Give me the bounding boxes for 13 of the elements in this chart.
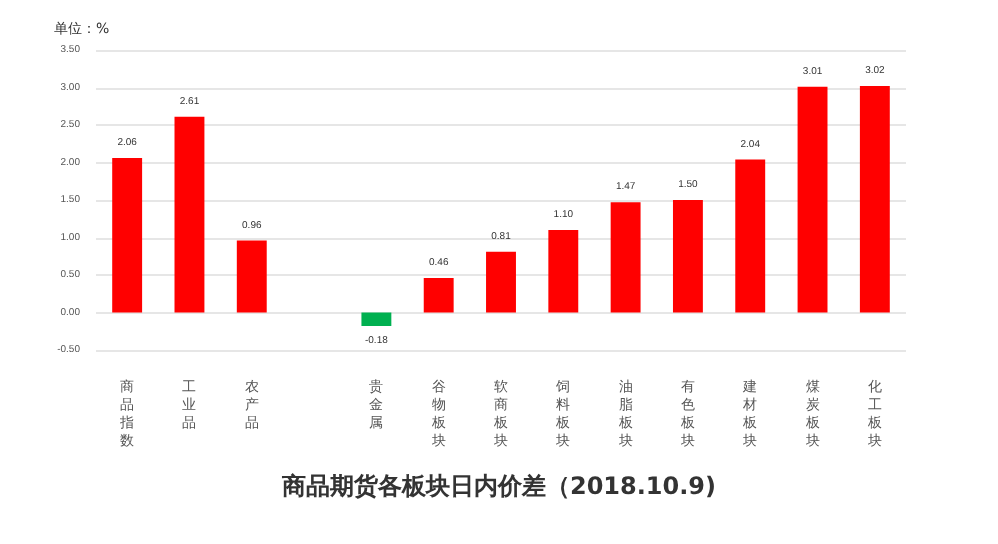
bar	[859, 86, 890, 313]
bar	[486, 251, 516, 313]
bar	[610, 202, 641, 313]
bar	[112, 158, 143, 313]
bar	[361, 312, 392, 326]
bar	[797, 86, 828, 313]
bar	[236, 240, 267, 313]
bar	[735, 159, 766, 313]
bar	[672, 200, 703, 313]
text: 商品期货各板块日内价差（2018.10.9)	[279, 472, 717, 500]
bar	[423, 278, 454, 313]
bar	[548, 230, 579, 313]
bar	[174, 116, 205, 313]
